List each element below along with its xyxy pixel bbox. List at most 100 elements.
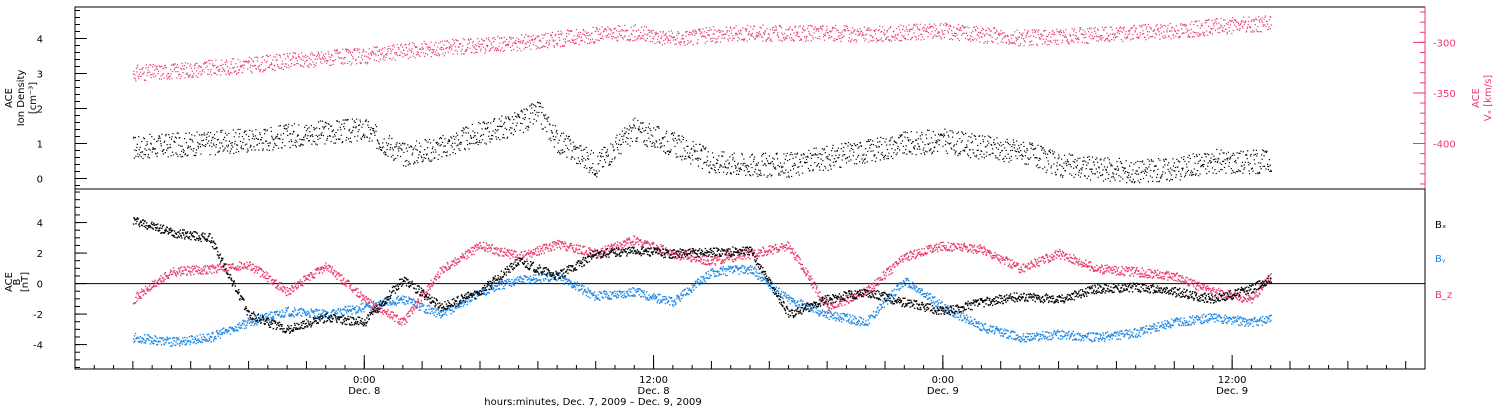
velocity-series-point [913,27,914,28]
density-series-point [826,156,827,157]
density-series-point [1268,166,1269,167]
velocity-series-point [1157,30,1158,31]
density-series-point [1119,181,1120,182]
velocity-series-point [755,38,756,39]
by-series-point [168,338,169,339]
density-series-point [728,167,729,168]
velocity-series-point [427,46,428,47]
by-series-point [200,342,201,343]
velocity-series-point [629,35,630,36]
density-series-point [996,147,997,148]
velocity-series-point [1116,36,1117,37]
velocity-series-point [222,71,223,72]
velocity-series-point [1261,31,1262,32]
velocity-series-point [939,32,940,33]
density-series-point [745,175,746,176]
velocity-series-point [1065,29,1066,30]
density-series-point [904,137,905,138]
density-series-point [233,153,234,154]
density-series-point [869,141,870,142]
density-series-point [1128,177,1129,178]
velocity-series-point [919,30,920,31]
velocity-series-point [1096,35,1097,36]
density-series-point [145,145,146,146]
velocity-series-point [208,60,209,61]
density-series-point [1106,172,1107,173]
velocity-series-point [1227,24,1228,25]
density-series-point [1169,171,1170,172]
velocity-series-point [844,25,845,26]
density-series-point [255,129,256,130]
density-series-point [585,159,586,160]
density-series-point [832,145,833,146]
density-series-point [914,148,915,149]
velocity-series-point [950,26,951,27]
velocity-series-point [268,56,269,57]
velocity-series-point [535,38,536,39]
velocity-series-point [707,41,708,42]
velocity-series-point [1216,23,1217,24]
velocity-series-point [1170,31,1171,32]
density-series-point [1217,162,1218,163]
density-series-point [568,149,569,150]
velocity-series-point [1160,27,1161,28]
density-series-point [456,133,457,134]
density-series-point [392,147,393,148]
velocity-series-point [959,40,960,41]
velocity-series-point [265,62,266,63]
velocity-series-point [273,56,274,57]
density-series-point [879,146,880,147]
density-series-point [816,148,817,149]
velocity-series-point [1184,24,1185,25]
velocity-series-point [1015,43,1016,44]
velocity-series-point [854,29,855,30]
velocity-series-point [315,59,316,60]
velocity-series-point [656,32,657,33]
density-series-point [604,159,605,160]
velocity-series-point [517,50,518,51]
velocity-series-point [815,26,816,27]
density-series-point [866,141,867,142]
density-series-point [985,146,986,147]
velocity-series-point [687,44,688,45]
velocity-series-point [1086,34,1087,35]
density-series-point [498,137,499,138]
velocity-series-point [693,44,694,45]
velocity-series-point [273,69,274,70]
density-series-point [295,145,296,146]
velocity-series-point [954,35,955,36]
velocity-series-point [138,78,139,79]
density-series-point [1023,142,1024,143]
velocity-series-point [906,26,907,27]
velocity-series-point [155,65,156,66]
density-series-point [775,167,776,168]
density-series-point [834,151,835,152]
velocity-series-point [196,70,197,71]
density-series-point [203,140,204,141]
velocity-series-point [1054,32,1055,33]
density-series-point [1063,168,1064,169]
velocity-series-point [409,43,410,44]
density-series-point [1232,155,1233,156]
density-series-point [618,153,619,154]
velocity-series-point [992,37,993,38]
velocity-series-point [193,73,194,74]
velocity-series-point [979,42,980,43]
density-series-point [224,137,225,138]
density-series-point [1152,181,1153,182]
density-series-point [953,146,954,147]
velocity-series-point [1052,30,1053,31]
density-series-point [1197,156,1198,157]
density-series-point [1017,158,1018,159]
density-series-point [222,130,223,131]
density-series-point [379,143,380,144]
density-series-point [396,144,397,145]
top-y-tick-label: 4 [37,35,43,46]
density-series-point [422,161,423,162]
density-series-point [1248,164,1249,165]
velocity-series-point [981,30,982,31]
density-series-point [980,143,981,144]
density-series-point [167,148,168,149]
density-series-point [287,131,288,132]
velocity-series-point [1137,34,1138,35]
